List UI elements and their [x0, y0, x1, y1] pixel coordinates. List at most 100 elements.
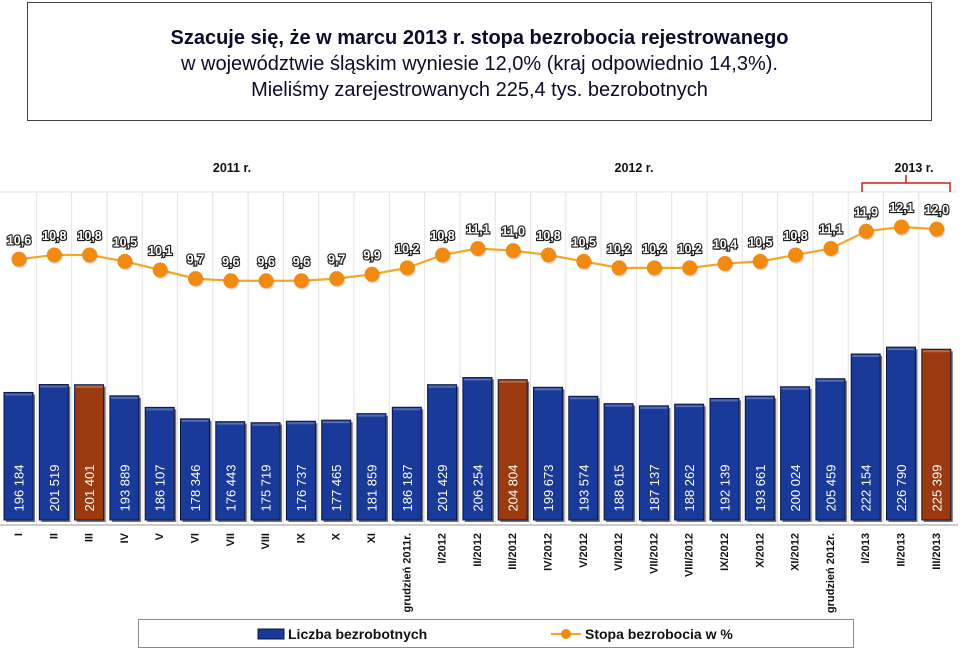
title-line-3: Mieliśmy zarejestrowanych 225,4 tys. bez…: [251, 79, 708, 101]
bar-top-highlight: [322, 421, 350, 424]
rate-marker: [329, 271, 345, 287]
bar-top-highlight: [569, 397, 597, 400]
category-label: VI/2012: [613, 533, 625, 571]
rate-marker: [682, 260, 698, 276]
bar-value-label: 206 254: [470, 465, 485, 512]
rate-marker: [152, 262, 168, 278]
bar-value-label: 186 187: [400, 465, 415, 512]
bar: [3, 391, 34, 521]
rate-marker: [894, 219, 909, 235]
rate-label: 10,5: [113, 235, 137, 249]
category-label: II: [48, 533, 60, 539]
rate-label: 11,1: [466, 223, 490, 237]
category-label: IV/2012: [543, 533, 555, 571]
bar: [568, 395, 599, 521]
rate-label-shadow: 10,1: [149, 245, 173, 259]
bar-top-highlight: [463, 378, 491, 381]
bar: [356, 413, 387, 521]
legend-line-label: Stopa bezrobocia w %: [585, 625, 733, 642]
rate-marker: [470, 241, 486, 256]
rate-marker: [364, 266, 380, 282]
rate-label: 10,2: [642, 242, 666, 256]
rate-label-shadow: 10,8: [538, 230, 562, 244]
rate-label-shadow: 9,6: [259, 256, 276, 270]
category-label: X/2012: [754, 533, 766, 568]
category-label: III/2013: [931, 533, 943, 570]
category-label: III: [84, 533, 96, 542]
rate-label-shadow: 10,5: [573, 237, 597, 251]
rate-label-shadow: 10,2: [608, 243, 632, 257]
bar: [38, 384, 69, 521]
rate-label-shadow: 11,0: [503, 226, 527, 240]
rate-marker: [929, 221, 945, 237]
rate-label: 10,5: [572, 235, 596, 249]
rate-label: 9,6: [293, 255, 310, 269]
rate-marker: [11, 251, 27, 267]
bar: [144, 406, 175, 521]
rate-marker: [858, 223, 874, 239]
rate-label-shadow: 10,2: [396, 243, 420, 257]
category-label: II/2012: [472, 533, 484, 567]
bar-value-label: 222 154: [859, 465, 874, 512]
bar-value-label: 188 262: [682, 465, 697, 512]
bar-value-label: 201 519: [47, 465, 62, 512]
title-box: Szacuje się, że w marcu 2013 r. stopa be…: [27, 2, 932, 121]
rate-label: 10,8: [430, 229, 454, 243]
rate-label: 9,9: [363, 248, 380, 262]
bar: [780, 386, 811, 521]
bar-top-highlight: [252, 423, 280, 426]
bar: [533, 386, 563, 521]
year-label: 2013 r.: [895, 161, 934, 175]
bar: [391, 406, 422, 521]
rate-marker: [505, 243, 521, 259]
rate-label: 9,7: [187, 253, 204, 267]
rate-marker: [293, 273, 309, 289]
category-label: IV: [119, 532, 131, 543]
legend: Liczba bezrobotnych Stopa bezrobocia w %: [138, 619, 854, 648]
rate-marker: [752, 253, 768, 269]
rate-label-shadow: 10,2: [643, 243, 667, 257]
bar-value-label: 187 137: [647, 465, 662, 512]
category-label: V/2012: [578, 533, 590, 568]
bar-value-label: 193 889: [117, 465, 132, 512]
category-label: V: [154, 532, 166, 540]
legend-bar-swatch: [257, 628, 285, 639]
rate-label: 11,9: [854, 205, 878, 219]
category-label: VII/2012: [648, 533, 660, 574]
bar: [709, 397, 740, 521]
category-label: XI: [366, 533, 378, 543]
rate-label-shadow: 10,5: [749, 237, 773, 251]
rate-marker: [541, 247, 556, 263]
rate-label-shadow: 9,9: [365, 250, 382, 264]
category-label: II/2013: [896, 533, 908, 567]
bar-top-highlight: [181, 419, 209, 422]
category-label: VIII: [260, 533, 272, 550]
rate-marker: [788, 247, 804, 263]
rate-marker: [258, 273, 274, 289]
rate-label: 10,2: [395, 242, 419, 256]
bar: [886, 346, 916, 521]
bar-value-label: 192 139: [718, 465, 733, 512]
category-label: VII: [225, 533, 237, 546]
bar-top-highlight: [887, 348, 915, 351]
category-label: VIII/2012: [684, 533, 696, 577]
title-line-2: w województwie śląskim wyniesie 12,0% (k…: [181, 53, 778, 75]
rate-label-shadow: 10,8: [43, 230, 67, 244]
bar-top-highlight: [640, 406, 668, 409]
rate-label: 10,8: [42, 229, 66, 243]
bar-value-label: 181 859: [365, 465, 380, 512]
bar-value-label: 226 790: [894, 465, 909, 512]
rate-marker: [611, 260, 627, 276]
bar: [921, 348, 952, 521]
category-label: X: [331, 532, 343, 540]
category-label: grudzień 2012r.: [825, 533, 837, 613]
bar-top-highlight: [534, 388, 562, 391]
rate-label: 9,6: [222, 255, 239, 269]
legend-item-bars: Liczba bezrobotnych: [257, 620, 427, 647]
rate-marker: [188, 271, 203, 287]
category-label: I/2012: [437, 533, 449, 564]
rate-label-shadow: 10,8: [785, 230, 809, 244]
category-label: XI/2012: [790, 533, 802, 571]
bar: [250, 422, 281, 521]
